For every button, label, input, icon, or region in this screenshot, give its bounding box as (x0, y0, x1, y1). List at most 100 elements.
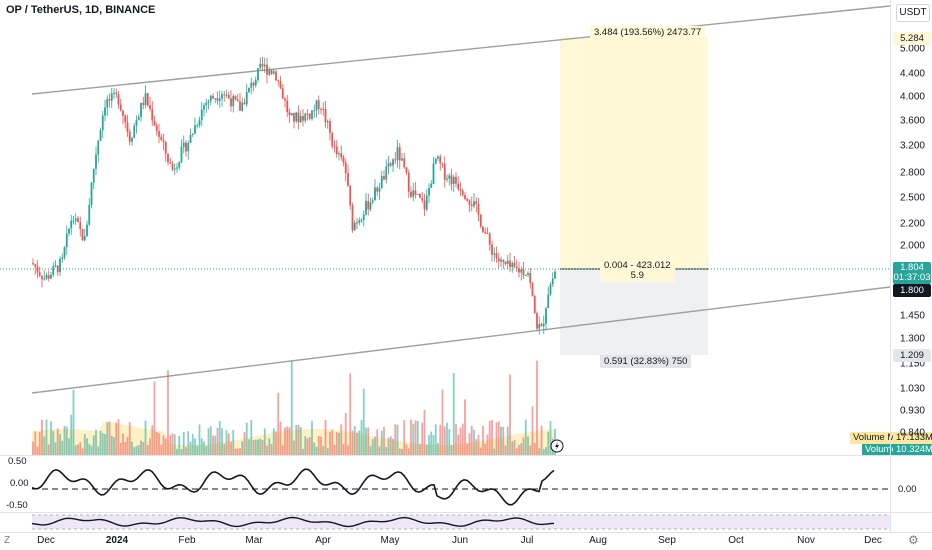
volume-bar (335, 432, 338, 455)
volume-bar (167, 370, 169, 455)
main-price-chart[interactable] (0, 0, 890, 455)
candle-body (394, 159, 397, 161)
settings-icon[interactable]: ⚙ (908, 533, 919, 547)
volume-bar (38, 432, 41, 455)
volume-bar (119, 442, 122, 455)
oscillator-pane[interactable] (0, 456, 890, 512)
volume-bar (43, 436, 46, 455)
candle-body (250, 82, 253, 88)
candle-body (225, 94, 228, 96)
candle-body (356, 222, 358, 224)
volume-bar (441, 389, 444, 455)
volume-bar (500, 426, 502, 455)
volume-bar (164, 438, 167, 455)
price-tick: 2.500 (899, 192, 925, 204)
volume-ma-value: 17.133M (893, 432, 932, 444)
volume-bar (360, 420, 363, 455)
candle-body (77, 218, 79, 223)
volume-bar (205, 445, 208, 455)
candle-body (320, 108, 322, 110)
candle-body (448, 175, 451, 179)
time-label: Apr (315, 535, 331, 546)
candle-body (513, 262, 516, 267)
volume-bar (317, 436, 320, 455)
volume-bar (140, 440, 142, 455)
candle-body (329, 121, 331, 134)
candle-body (299, 116, 302, 123)
candle-body (311, 110, 313, 119)
currency-button[interactable]: USDT (896, 4, 930, 22)
candle-body (421, 197, 424, 201)
volume-bar (342, 443, 345, 455)
candle-body (295, 112, 298, 122)
candle-body (529, 273, 532, 283)
volume-bar (221, 428, 223, 455)
volume-bar (101, 433, 104, 455)
volume-bar (326, 448, 329, 455)
candle-body (468, 200, 471, 205)
channel-lower-line[interactable] (31, 286, 890, 394)
lightning-icon[interactable] (550, 439, 564, 453)
timezone-icon[interactable]: Z (4, 535, 11, 546)
candle-body (164, 141, 167, 154)
volume-bar (70, 414, 73, 455)
volume-bar (191, 434, 194, 455)
price-axis[interactable]: 5.000 4.400 4.000 3.600 3.200 2.800 2.50… (890, 0, 932, 532)
volume-bar (83, 434, 86, 455)
volume-bar (79, 442, 82, 455)
volume-bar (506, 426, 509, 455)
volume-bar (365, 427, 367, 455)
volume-bar (99, 430, 102, 455)
volume-bar (527, 436, 529, 455)
stop-price-label: 1.209 (893, 349, 931, 362)
pane-separator[interactable] (0, 455, 932, 456)
rsi-pane[interactable] (0, 513, 890, 532)
candle-body (106, 99, 109, 108)
channel-upper-line[interactable] (31, 5, 890, 95)
volume-bar (475, 439, 478, 455)
volume-bar (536, 360, 538, 455)
candle-body (279, 81, 282, 89)
volume-bar (486, 434, 489, 455)
candle-body (464, 195, 466, 199)
symbol-title[interactable]: OP / TetherUS, 1D, BINANCE (6, 4, 156, 16)
oscillator-line (31, 468, 555, 506)
volume-bar (459, 427, 462, 455)
volume-bar (135, 445, 138, 455)
candle-body (484, 231, 487, 234)
candle-body (477, 203, 480, 215)
rsi-line (31, 516, 555, 528)
candle-body (115, 92, 118, 95)
candle-body (531, 282, 534, 297)
candle-body (383, 176, 385, 180)
candle-body (457, 183, 460, 190)
volume-bar (392, 438, 394, 455)
volume-bar (369, 445, 372, 455)
target-zone[interactable] (560, 37, 708, 269)
candle-body (72, 220, 75, 222)
candle-body (32, 263, 34, 265)
volume-bar (515, 448, 518, 455)
candle-body (315, 100, 318, 111)
time-label: Dec (864, 535, 882, 546)
candle-body (178, 161, 181, 168)
volume-bar (227, 433, 230, 455)
volume-bar (428, 435, 430, 455)
volume-bar (295, 425, 298, 455)
pane-separator[interactable] (0, 512, 932, 513)
volume-bar (104, 434, 106, 455)
candle-body (389, 163, 392, 166)
volume-bar (212, 435, 214, 455)
volume-bar (542, 448, 545, 455)
candle-body (101, 115, 104, 131)
candle-body (185, 142, 187, 152)
volume-bar (124, 442, 127, 455)
candle-body (176, 167, 178, 169)
volume-bar (36, 446, 39, 455)
candle-body (466, 198, 469, 201)
last-price-value: 1.804 (900, 262, 924, 273)
candle-body (221, 94, 223, 99)
time-axis[interactable] (0, 532, 890, 550)
volume-bar (362, 388, 365, 455)
volume-bar (209, 426, 212, 455)
